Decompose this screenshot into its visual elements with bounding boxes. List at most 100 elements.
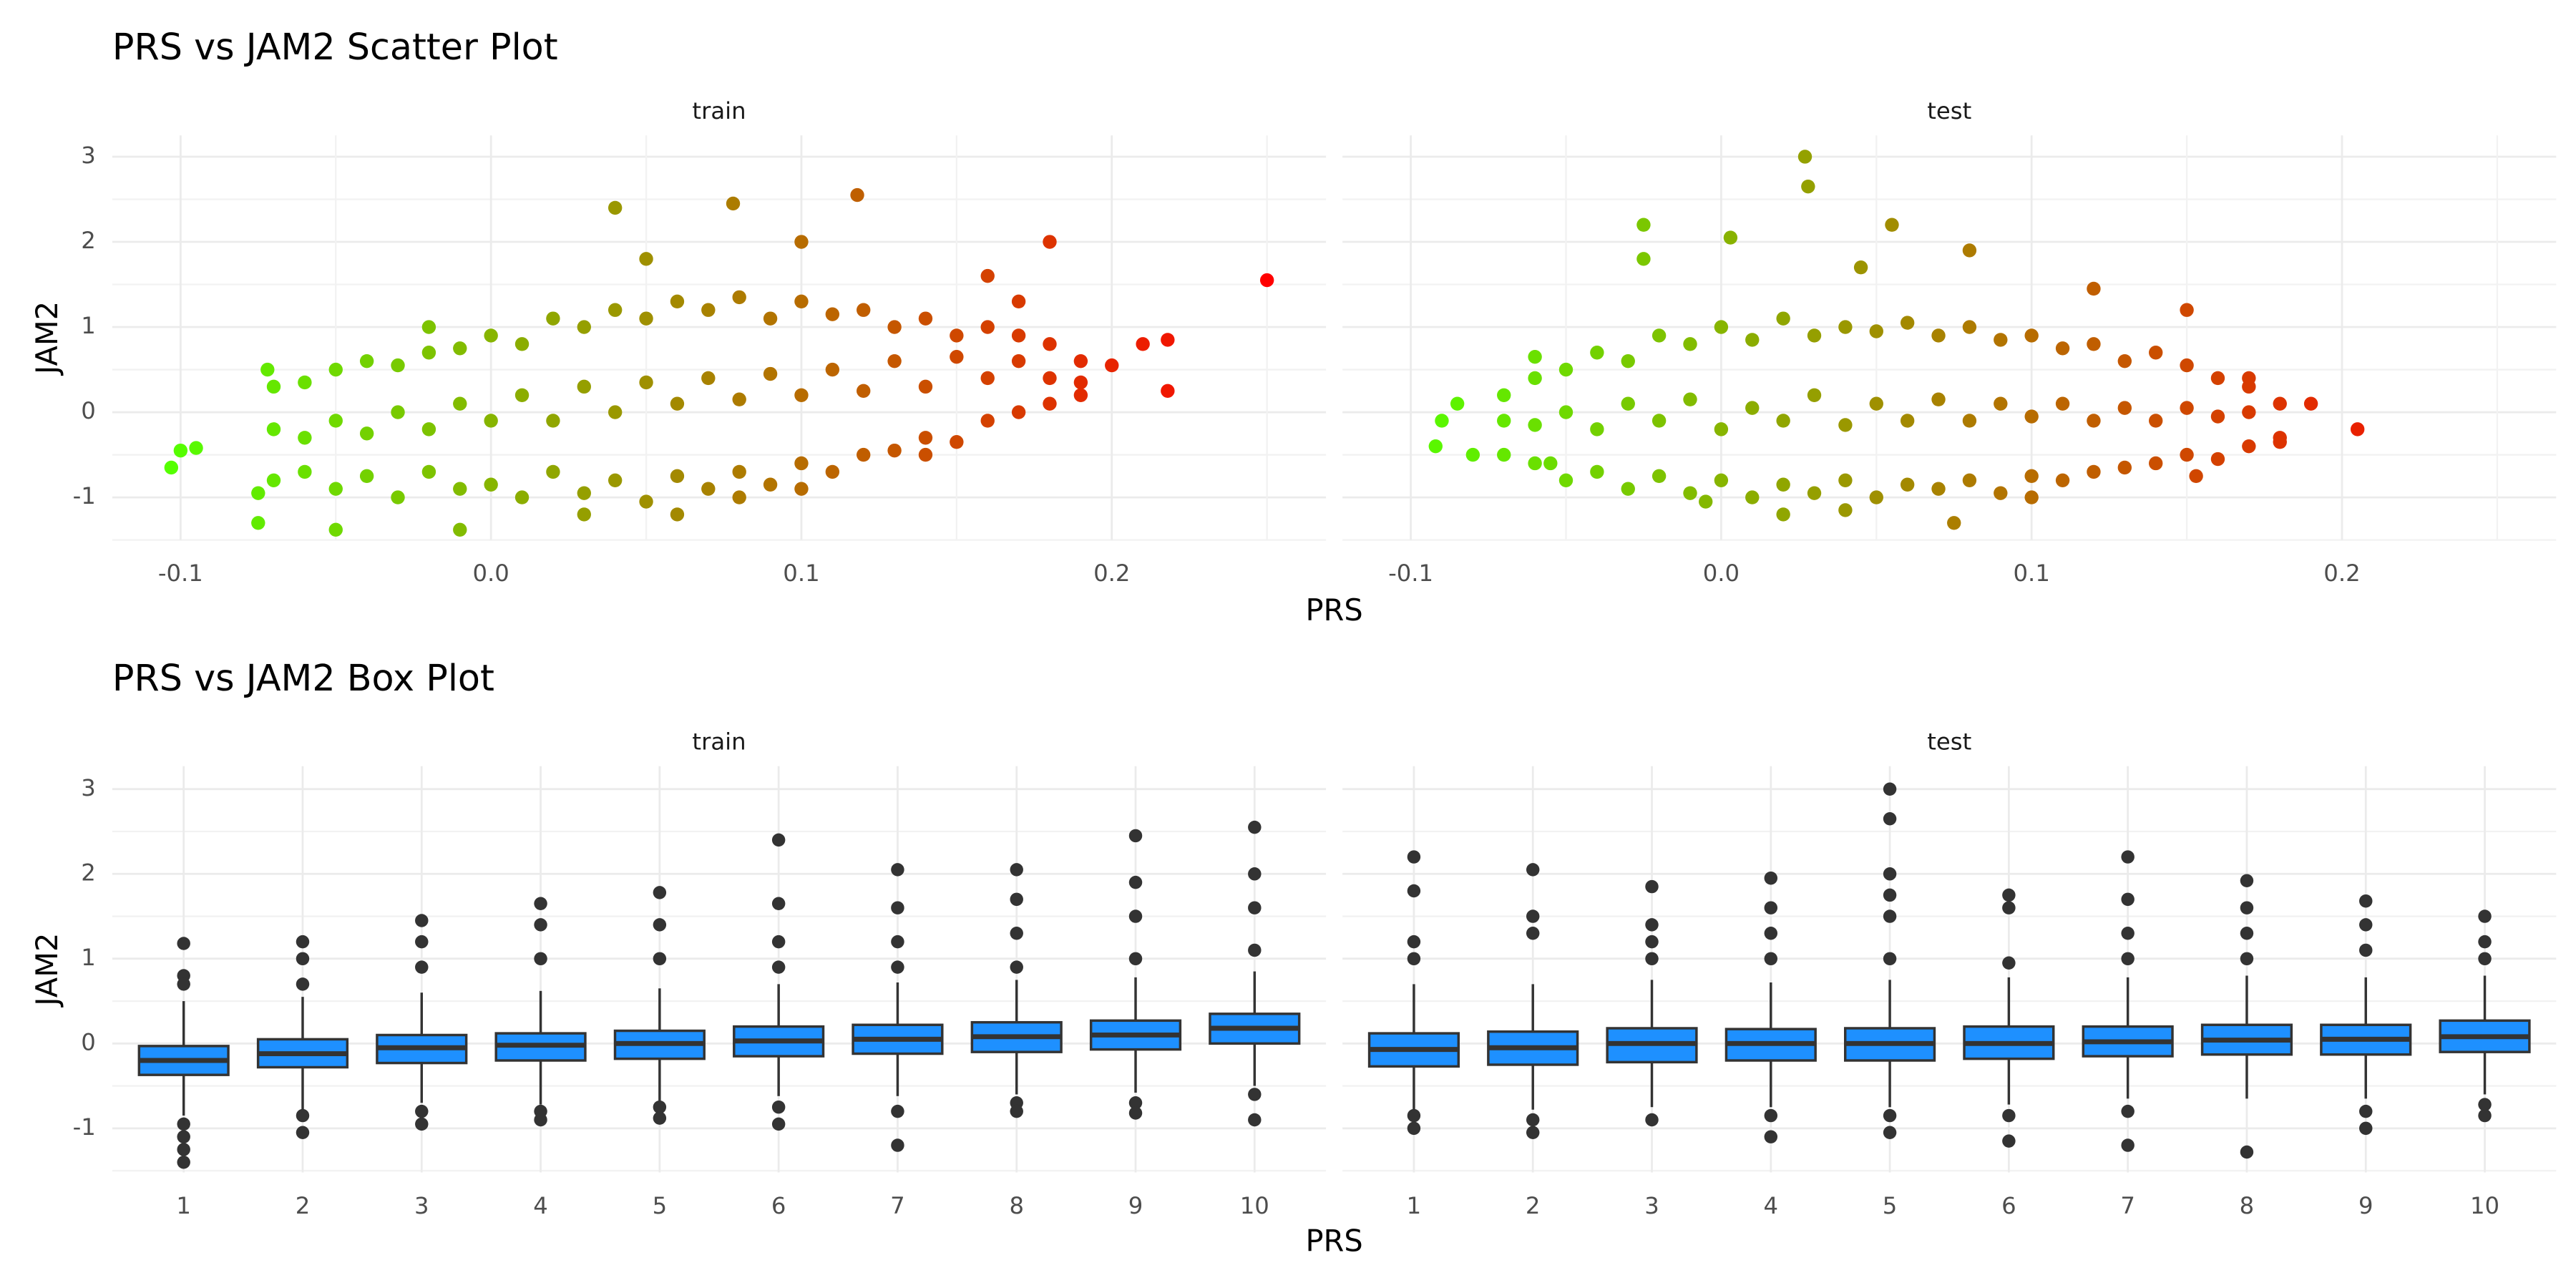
point	[763, 311, 778, 326]
y-tick-label: 3	[81, 142, 96, 169]
outlier	[1883, 909, 1897, 923]
x-tick-label: 7	[890, 1192, 905, 1219]
outlier	[534, 897, 547, 910]
point	[484, 477, 498, 492]
outlier	[177, 937, 190, 950]
point	[1699, 494, 1713, 509]
point	[918, 379, 933, 394]
point	[732, 464, 746, 479]
outlier	[1010, 927, 1023, 940]
outlier	[1010, 863, 1023, 877]
point	[1745, 333, 1760, 347]
outlier	[415, 1117, 429, 1131]
point	[857, 384, 871, 399]
point	[260, 362, 275, 377]
outlier	[296, 1126, 310, 1139]
point	[639, 494, 653, 509]
outlier	[1407, 850, 1421, 864]
point	[1714, 320, 1729, 334]
y-tick-label: 0	[81, 1028, 96, 1055]
point	[1745, 401, 1760, 415]
y-tick-label: 1	[81, 312, 96, 339]
outlier	[1248, 901, 1262, 914]
point	[1528, 350, 1542, 364]
point	[2087, 464, 2101, 479]
point	[1652, 328, 1667, 343]
point	[577, 507, 591, 522]
point	[2117, 353, 2132, 369]
point	[1797, 150, 1813, 164]
outlier	[653, 952, 667, 966]
outlier	[1764, 927, 1778, 940]
facet-label: test	[1927, 97, 1971, 125]
outlier	[653, 918, 667, 932]
x-tick-label: 4	[533, 1192, 548, 1219]
point	[980, 268, 995, 283]
outlier	[534, 918, 547, 932]
x-tick-label: 0.1	[783, 560, 819, 587]
outlier	[2002, 888, 2016, 902]
outlier	[891, 1138, 904, 1152]
y-tick-label: 2	[81, 859, 96, 886]
point	[1962, 243, 1977, 258]
point	[2180, 358, 2194, 373]
point	[2273, 396, 2287, 411]
point	[2273, 435, 2287, 449]
x-tick-label: 0.0	[472, 560, 509, 587]
outlier	[1764, 901, 1778, 914]
outlier	[1883, 867, 1897, 881]
outlier	[2359, 1121, 2373, 1136]
point	[328, 482, 343, 496]
outlier	[177, 1156, 190, 1169]
x-axis-label: PRS	[1305, 1224, 1362, 1259]
outlier	[177, 1143, 190, 1156]
point	[2024, 469, 2039, 484]
point	[1073, 388, 1088, 402]
x-tick-label: -0.1	[1388, 560, 1433, 587]
outlier	[1407, 1108, 1421, 1123]
point	[1776, 414, 1790, 428]
x-tick-label: 1	[176, 1192, 191, 1219]
point	[1073, 375, 1088, 390]
outlier	[891, 1104, 904, 1118]
point	[1869, 324, 1883, 338]
point	[1900, 414, 1915, 428]
point	[1723, 230, 1738, 245]
outlier	[415, 960, 429, 974]
point	[546, 464, 560, 479]
point	[391, 405, 405, 419]
point	[726, 196, 741, 211]
outlier	[1883, 1108, 1897, 1123]
point	[608, 473, 623, 487]
point	[453, 522, 467, 537]
point	[608, 303, 623, 317]
outlier	[1248, 1113, 1262, 1127]
point	[298, 464, 312, 479]
outlier	[771, 833, 786, 847]
point	[2210, 452, 2225, 467]
point	[980, 371, 995, 386]
x-tick-label: 4	[1764, 1192, 1779, 1219]
point	[670, 507, 685, 522]
point	[266, 473, 281, 487]
outlier	[296, 935, 310, 949]
point	[1962, 473, 1977, 487]
point	[1994, 333, 2008, 347]
point	[763, 477, 778, 492]
outlier	[1407, 1121, 1421, 1136]
point	[453, 396, 467, 411]
facet-label: train	[692, 97, 746, 125]
outlier	[2002, 1108, 2016, 1123]
outlier	[534, 1113, 547, 1127]
point	[1465, 447, 1480, 462]
point	[328, 362, 343, 377]
outlier	[771, 1100, 786, 1114]
outlier	[2478, 935, 2492, 949]
point	[1714, 422, 1729, 436]
outlier	[1526, 927, 1540, 940]
point	[608, 200, 623, 215]
outlier	[177, 977, 190, 991]
point	[1652, 469, 1667, 484]
point	[1962, 414, 1977, 428]
